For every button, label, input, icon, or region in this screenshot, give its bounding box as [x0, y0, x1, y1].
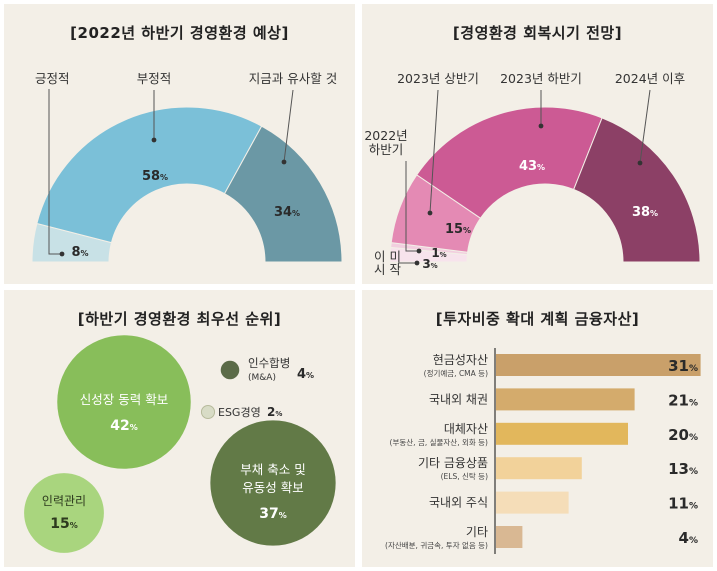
bar-chart-assets: 현금성자산(정기예금, CMA 등) 31% 국내외 채권 21% 대체자산(부동산, … [385, 348, 701, 554]
category-label: 하반기 [369, 142, 404, 157]
bubble-label: 인수합병 [248, 356, 290, 370]
bubble-label: 부채 축소 및 [240, 462, 305, 477]
leader-dot [637, 160, 643, 166]
data-label: 20% [668, 426, 698, 444]
data-label: 15% [445, 222, 471, 237]
category-label: 2024년 이후 [615, 71, 685, 86]
bar [496, 491, 569, 514]
bubble [57, 335, 191, 469]
chart-title: [하반기 경영환경 최우선 순위] [77, 310, 282, 328]
panel-recovery-timing: [경영환경 회복시기 전망] 3% 1% 15% 43% 38% 이미 시작 2022년 하반기… [362, 4, 713, 284]
bubble-value: 42% [110, 418, 138, 434]
bubble [220, 360, 240, 380]
data-label: 11% [668, 495, 698, 513]
bubble-label: 신성장 동력 확보 [80, 392, 168, 407]
leader-dot [59, 251, 65, 257]
bubble-label: ESG경영 [218, 406, 261, 419]
category-label: 지금과 유사할 것 [249, 71, 337, 86]
panel-financial-assets: [투자비중 확대 계획 금융자산] 현금성자산 (정기예금, CMA 등) 31% 국… [362, 290, 713, 567]
data-label: 13% [668, 460, 698, 478]
bubble [24, 473, 104, 553]
data-label: 4% [679, 529, 698, 547]
donut-slice [36, 106, 263, 244]
category-label: 시작 [374, 262, 405, 277]
leader-dot [538, 123, 544, 129]
category-sublabel: (정기예금, CMA 등) [424, 368, 488, 378]
data-label: 38% [632, 205, 658, 220]
bubble [210, 420, 336, 546]
category-label: 이미 [374, 249, 405, 264]
category-label: 현금성자산 [433, 353, 488, 367]
bar [496, 526, 523, 548]
bubble-value: 37% [259, 506, 287, 522]
data-label: 8% [71, 245, 88, 260]
leader-line [283, 89, 294, 163]
category-label: 부정적 [137, 71, 172, 86]
bubble-label: 인력관리 [42, 494, 86, 508]
data-label: 3% [422, 257, 437, 271]
leader-line [405, 161, 419, 252]
category-label: 국내외 채권 [429, 392, 488, 406]
category-label: 국내외 주식 [429, 496, 488, 510]
category-label: 기타 [466, 525, 488, 539]
category-sublabel: (부동산, 금, 실물자산, 외화 등) [390, 437, 489, 447]
leader-line [48, 89, 62, 255]
chart-title: [투자비중 확대 계획 금융자산] [435, 310, 640, 328]
leader-line [639, 89, 651, 164]
category-sublabel: (자산배분, 귀금속, 투자 없음 등) [385, 540, 488, 550]
bar [496, 354, 701, 376]
donut-slice [573, 117, 701, 263]
bubble-value: 4% [297, 367, 314, 382]
category-label: 긍정적 [35, 71, 70, 86]
leader-dot [427, 210, 433, 216]
leader-dot [151, 137, 157, 143]
data-label: 58% [142, 169, 168, 184]
leader-line [429, 89, 439, 214]
chart-title: [경영환경 회복시기 전망] [452, 24, 623, 42]
data-label: 43% [519, 159, 545, 174]
donut-chart-outlook: 8% 58% 34% 긍정적 부정적 지금과 유사할 것 [31, 71, 343, 263]
leader-dot [414, 260, 420, 266]
bar [496, 388, 635, 411]
category-label: 2022년 [364, 128, 407, 143]
leader-dot [281, 159, 287, 165]
leader-dot [416, 248, 422, 254]
donut-slice [223, 125, 343, 263]
data-label: 21% [668, 391, 698, 409]
bar [496, 422, 628, 445]
chart-title: [2022년 하반기 경영환경 예상] [70, 24, 289, 42]
category-label: 대체자산 [444, 422, 488, 436]
bar [496, 457, 582, 480]
bubble [200, 404, 216, 420]
data-label: 1% [431, 246, 446, 260]
donut-slice [416, 106, 603, 219]
category-label: 기타 금융상품 [418, 456, 488, 470]
panel-economic-outlook: [2022년 하반기 경영환경 예상] 8% 58% 34% 긍정적 부정적 지금과 유사… [4, 4, 355, 284]
data-label: 31% [668, 357, 698, 375]
bubble-label: (M&A) [248, 373, 276, 383]
data-label: 34% [274, 205, 300, 220]
category-label: 2023년 하반기 [500, 71, 582, 86]
bubble-label: 유동성 확보 [242, 480, 303, 495]
category-sublabel: (ELS, 신탁 등) [441, 471, 488, 481]
bubble-value: 2% [267, 405, 282, 419]
bubble-value: 15% [50, 516, 78, 532]
category-label: 2023년 상반기 [397, 71, 479, 86]
